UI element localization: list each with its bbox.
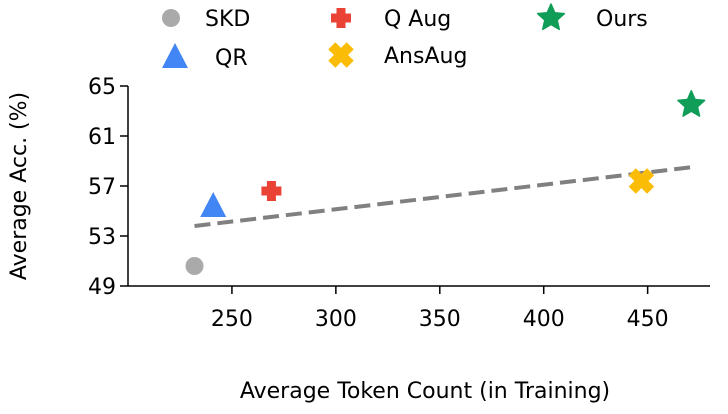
x-tick-label: 400	[523, 307, 565, 332]
data-point-skd	[185, 257, 204, 275]
y-tick-label: 65	[88, 75, 116, 100]
y-axis-label: Average Acc. (%)	[7, 92, 32, 280]
trendline	[194, 165, 692, 228]
legend-marker-q-aug	[331, 8, 351, 28]
legend-marker-ours	[536, 3, 566, 31]
x-ticks: 250 300 350 400 450	[211, 286, 669, 332]
legend-marker-ansaug	[328, 42, 354, 68]
y-tick-label: 57	[88, 175, 116, 200]
x-tick-label: 450	[627, 307, 669, 332]
x-axis-label: Average Token Count (in Training)	[240, 379, 610, 404]
y-tick-label: 49	[88, 275, 116, 300]
legend-label-qr: QR	[215, 46, 248, 71]
data-point-ours	[677, 90, 706, 117]
axes	[127, 86, 710, 287]
y-tick-label: 61	[88, 125, 116, 150]
legend: SKD QR Q Aug AnsAug Ours	[162, 3, 648, 71]
data-point-q-aug	[261, 181, 282, 201]
legend-label-q-aug: Q Aug	[384, 7, 451, 32]
legend-label-ours: Ours	[596, 7, 648, 32]
x-tick-label: 250	[211, 307, 253, 332]
data-point-qr	[200, 192, 227, 217]
legend-label-skd: SKD	[205, 7, 250, 32]
x-tick-label: 300	[315, 307, 357, 332]
legend-marker-qr	[162, 43, 188, 68]
y-ticks: 49 53 57 61 65	[88, 75, 128, 300]
legend-label-ansaug: AnsAug	[384, 44, 467, 69]
y-tick-label: 53	[88, 225, 116, 250]
trendline-group	[194, 165, 692, 228]
x-tick-label: 350	[419, 307, 461, 332]
data-points	[185, 90, 706, 275]
legend-marker-skd	[162, 9, 180, 27]
data-point-ansaug	[628, 168, 655, 194]
